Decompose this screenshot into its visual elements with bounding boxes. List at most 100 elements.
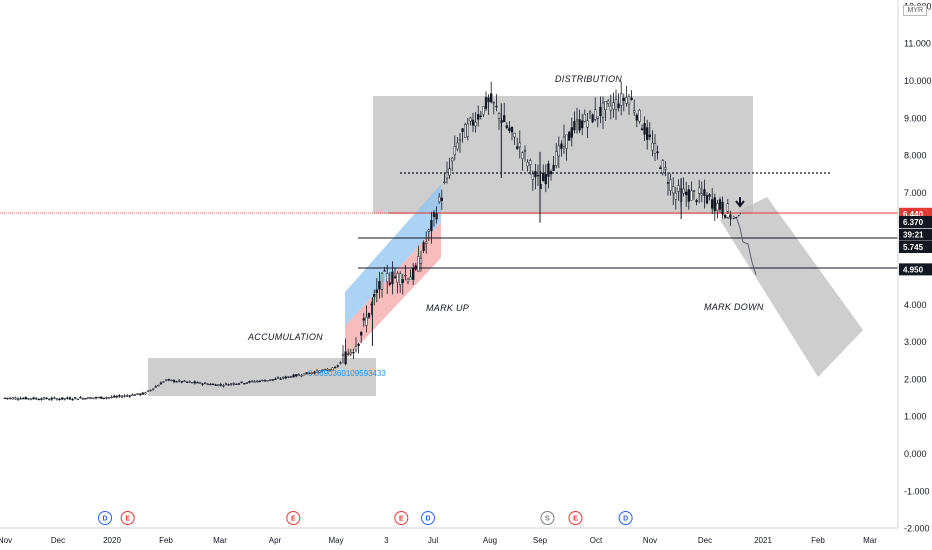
candle-body: [230, 383, 233, 385]
event-badge-earnings[interactable]: [394, 511, 409, 525]
candle-body: [495, 105, 498, 108]
candle-body: [245, 382, 248, 384]
x-tick-label: Dec: [51, 536, 65, 545]
candle-body: [365, 317, 368, 326]
candle-body: [549, 171, 553, 175]
y-tick-label: -1.000: [904, 486, 930, 496]
x-tick-label: 2021: [754, 536, 772, 545]
candle-body: [682, 188, 685, 194]
candle-body: [375, 289, 378, 293]
event-badge-dividend[interactable]: [421, 511, 435, 525]
candle-body: [544, 174, 547, 185]
accumulation-zone[interactable]: [148, 358, 376, 396]
candle-body: [185, 381, 189, 383]
candle-body: [484, 97, 488, 109]
candle-body: [692, 190, 696, 192]
candle-body: [22, 397, 25, 400]
event-badge-dividend[interactable]: [98, 511, 113, 525]
candle-body: [347, 353, 350, 355]
candle-body: [331, 367, 334, 371]
candle-body: [435, 213, 438, 220]
candle-body: [253, 381, 256, 383]
candle-body: [27, 398, 30, 400]
candle-body: [414, 265, 417, 270]
price-tag: [899, 240, 932, 253]
price-tag-label: 5.745: [903, 243, 924, 252]
candle-body: [217, 384, 220, 386]
candle-body: [126, 395, 129, 397]
candle-body: [669, 179, 672, 191]
candle-body: [656, 151, 659, 154]
candle-body: [97, 396, 100, 399]
candle-body: [167, 379, 170, 381]
candle-body: [617, 103, 620, 109]
candle-body: [443, 181, 446, 183]
event-badge-earnings[interactable]: [568, 511, 583, 525]
event-badge-split[interactable]: [540, 511, 555, 525]
candle-body: [461, 128, 464, 133]
candle-body: [601, 102, 605, 118]
candle-body: [380, 273, 384, 290]
candle-body: [219, 384, 222, 386]
candle-body: [92, 397, 95, 399]
y-tick-label: 1.000: [904, 412, 927, 422]
candle-body: [406, 278, 410, 283]
candle-body: [570, 127, 573, 138]
event-badge-dividend[interactable]: [618, 511, 633, 525]
candle-body: [718, 199, 722, 210]
candle-body: [425, 241, 428, 244]
candle-body: [627, 96, 631, 105]
candle-body: [464, 124, 467, 138]
x-tick-label: Nov: [0, 536, 12, 545]
candle-body: [614, 99, 618, 110]
candle-body: [295, 374, 298, 377]
candle-body: [505, 125, 508, 128]
candle-body: [565, 134, 568, 149]
candle-body: [391, 271, 394, 285]
candle-body: [258, 380, 261, 383]
candle-body: [300, 375, 303, 377]
x-tick-label: Feb: [811, 536, 825, 545]
candle-body: [453, 146, 456, 156]
distribution-zone[interactable]: [373, 96, 753, 214]
candle-body: [282, 376, 285, 379]
markup-channel-upper[interactable]: [345, 184, 441, 326]
candle-body: [133, 394, 137, 396]
candle-body: [292, 374, 295, 378]
x-tick-label: Nov: [643, 536, 657, 545]
candle-body: [367, 313, 371, 318]
candle-body: [711, 199, 714, 209]
candle-body: [594, 109, 597, 120]
candle-body: [24, 397, 27, 400]
markdown-zone[interactable]: [720, 197, 863, 377]
x-tick-label: 2020: [103, 536, 121, 545]
candle-body: [713, 197, 716, 212]
currency-label[interactable]: MYR: [903, 5, 927, 16]
time-axis[interactable]: Nov Dec 2020 Feb Mar Apr May 3 Jul Aug Sep Oct Nov De…: [0, 536, 877, 545]
candle-body: [695, 199, 698, 203]
candle-body: [716, 202, 719, 211]
candle-body: [604, 101, 607, 111]
candle-body: [178, 380, 181, 382]
candle-body: [235, 383, 238, 385]
candle-body: [672, 186, 675, 194]
event-badge-earnings[interactable]: [120, 511, 135, 525]
event-badge-earnings[interactable]: [286, 511, 301, 525]
candle-body: [274, 378, 277, 380]
accumulation-label: ACCUMULATION: [247, 332, 323, 342]
candle-body: [352, 352, 355, 354]
candle-body: [110, 396, 113, 399]
candle-body: [640, 128, 644, 131]
candle-body: [204, 382, 207, 385]
y-tick-label: 11.000: [904, 39, 931, 49]
candle-body: [302, 373, 306, 376]
candle-body: [536, 174, 540, 177]
markup-channel-lower[interactable]: [345, 222, 441, 360]
candle-body: [144, 392, 147, 395]
candle-body: [76, 398, 79, 401]
y-tick-label: -2.000: [904, 524, 930, 534]
candle-body: [237, 383, 241, 385]
markdown-projection[interactable]: [732, 215, 757, 276]
candle-body: [35, 398, 38, 400]
